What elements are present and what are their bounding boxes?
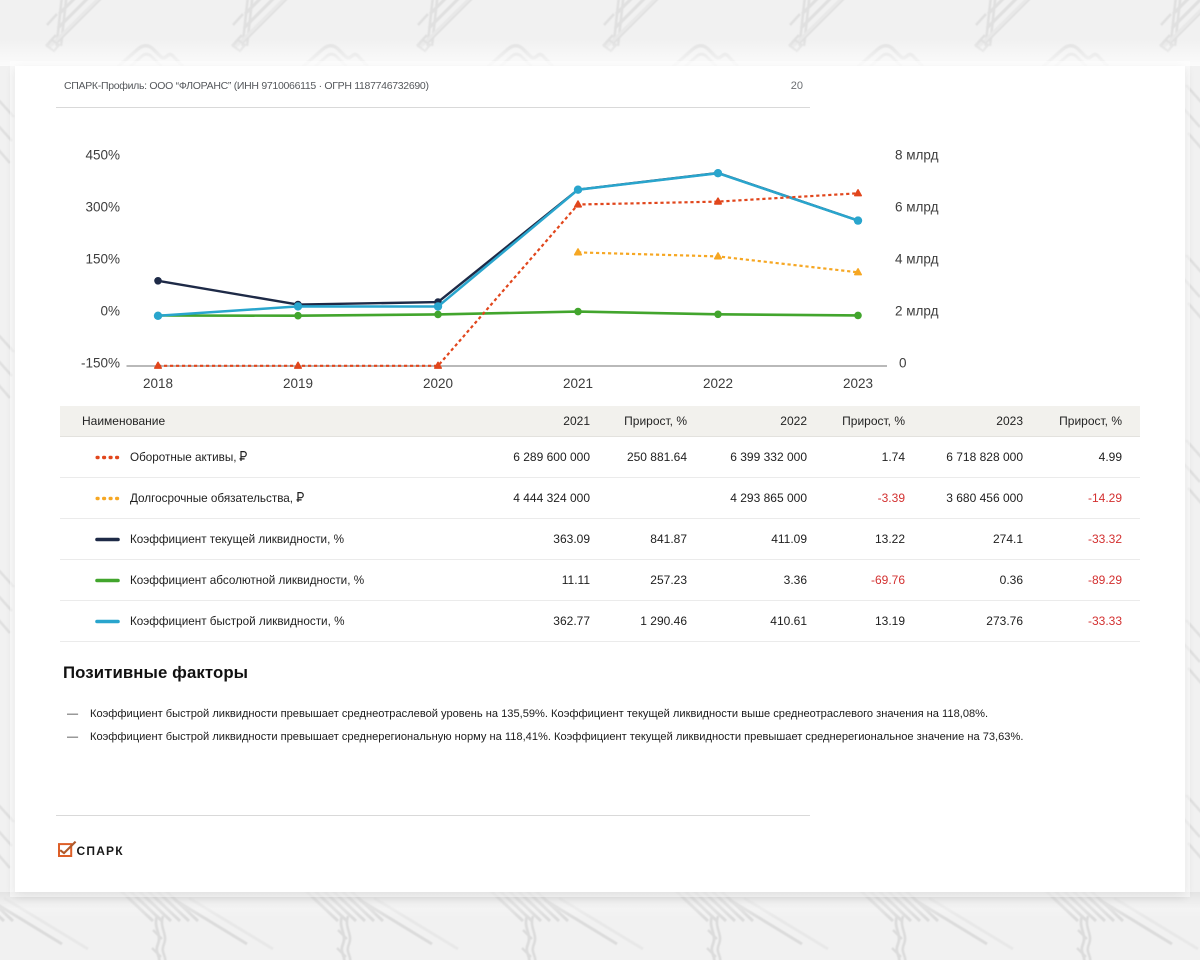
svg-text:0: 0 xyxy=(899,356,907,371)
svg-text:2022: 2022 xyxy=(703,376,733,391)
svg-text:2018: 2018 xyxy=(143,376,173,391)
svg-text:8 млрд: 8 млрд xyxy=(895,148,939,163)
svg-text:6 млрд: 6 млрд xyxy=(895,200,939,215)
svg-text:-150%: -150% xyxy=(81,356,120,371)
svg-text:450%: 450% xyxy=(85,148,120,163)
svg-text:0%: 0% xyxy=(100,304,120,319)
svg-text:2020: 2020 xyxy=(423,376,453,391)
svg-text:150%: 150% xyxy=(85,252,120,267)
svg-text:2021: 2021 xyxy=(563,376,593,391)
svg-text:2019: 2019 xyxy=(283,376,313,391)
svg-text:300%: 300% xyxy=(85,200,120,215)
svg-text:4 млрд: 4 млрд xyxy=(895,252,939,267)
svg-text:2 млрд: 2 млрд xyxy=(895,304,939,319)
svg-text:2023: 2023 xyxy=(843,376,873,391)
svg-text:СПАРК: СПАРК xyxy=(77,844,124,858)
